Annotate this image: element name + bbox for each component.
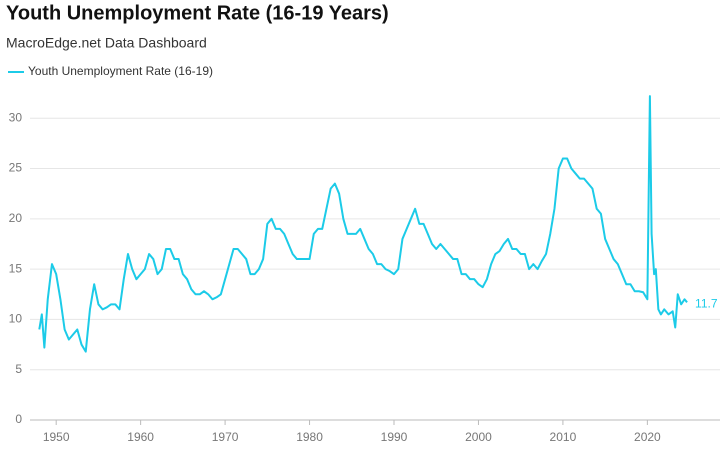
end-label: 11.7 xyxy=(695,296,718,310)
y-tick-label: 25 xyxy=(9,161,23,175)
chart-title: Youth Unemployment Rate (16-19 Years) xyxy=(6,2,389,24)
y-tick-label: 20 xyxy=(9,211,23,225)
x-tick-label: 1960 xyxy=(127,430,154,444)
x-tick-label: 2010 xyxy=(550,430,577,444)
x-tick-label: 1990 xyxy=(381,430,408,444)
x-tick-label: 2000 xyxy=(465,430,492,444)
y-tick-label: 10 xyxy=(9,312,23,326)
x-tick-label: 1980 xyxy=(296,430,323,444)
y-tick-label: 0 xyxy=(15,412,22,426)
x-tick-label: 1970 xyxy=(212,430,239,444)
x-tick-label: 1950 xyxy=(43,430,70,444)
line xyxy=(38,95,688,353)
x-tick-label: 2020 xyxy=(634,430,661,444)
y-tick-label: 5 xyxy=(15,362,22,376)
y-tick-label: 30 xyxy=(9,110,23,124)
chart-subtitle: MacroEdge.net Data Dashboard xyxy=(6,35,207,51)
legend-label: Youth Unemployment Rate (16-19) xyxy=(28,64,213,78)
y-tick-label: 15 xyxy=(9,261,23,275)
